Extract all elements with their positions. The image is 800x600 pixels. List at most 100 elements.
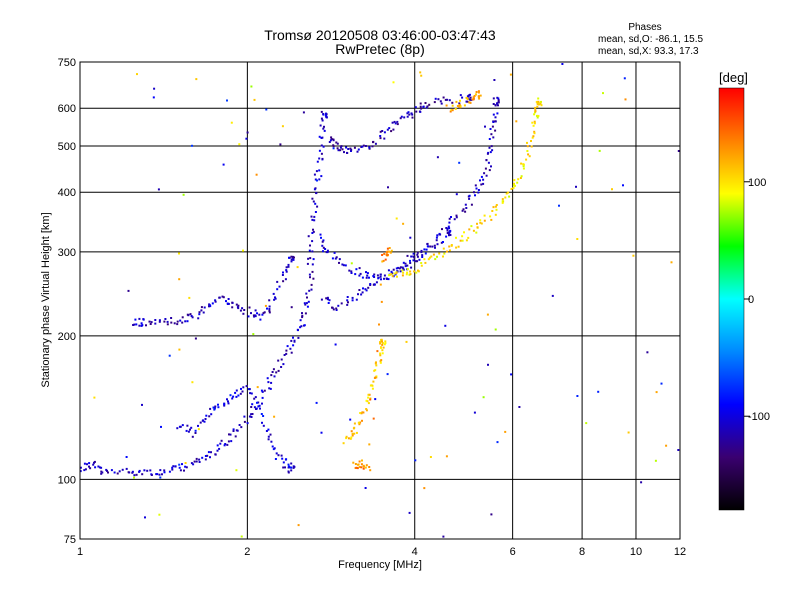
data-point xyxy=(430,255,433,258)
data-point xyxy=(318,149,321,152)
data-point xyxy=(451,104,454,107)
data-point xyxy=(419,102,422,105)
data-point xyxy=(391,121,394,124)
x-tick-label: 8 xyxy=(579,546,585,558)
data-point xyxy=(276,288,279,291)
noise-point xyxy=(575,185,577,188)
x-tick-label: 6 xyxy=(510,546,516,558)
data-point xyxy=(337,149,340,152)
data-point xyxy=(227,298,230,300)
data-point xyxy=(193,460,196,463)
data-point xyxy=(280,454,283,457)
noise-point xyxy=(576,238,579,240)
data-point xyxy=(262,424,265,427)
data-point xyxy=(341,148,344,151)
data-point xyxy=(442,241,444,243)
data-point xyxy=(293,256,295,259)
data-point xyxy=(348,269,351,272)
data-point xyxy=(218,296,221,299)
noise-point xyxy=(561,63,564,65)
data-point xyxy=(173,322,176,325)
noise-point xyxy=(670,261,673,264)
data-point xyxy=(324,248,327,250)
data-point xyxy=(185,466,188,469)
data-point xyxy=(345,437,348,440)
data-point xyxy=(354,463,357,465)
data-point xyxy=(365,271,367,274)
data-point xyxy=(263,389,266,392)
data-point xyxy=(448,99,451,102)
data-point xyxy=(491,125,494,128)
echo-points xyxy=(79,63,680,538)
data-point xyxy=(364,466,367,469)
data-point xyxy=(287,263,290,266)
data-point xyxy=(487,161,490,164)
data-point xyxy=(322,113,325,116)
data-point xyxy=(275,371,278,374)
data-point xyxy=(198,458,201,461)
data-point xyxy=(536,116,539,119)
noise-point xyxy=(316,179,318,182)
data-point xyxy=(379,360,382,363)
data-point xyxy=(530,145,533,148)
data-point xyxy=(351,432,354,435)
data-point xyxy=(331,257,334,260)
data-point xyxy=(347,148,350,150)
data-point xyxy=(494,116,497,119)
data-point xyxy=(434,258,437,261)
data-point xyxy=(540,104,543,107)
data-point xyxy=(535,100,538,103)
data-point xyxy=(433,101,436,104)
data-point xyxy=(419,105,422,108)
data-point xyxy=(267,438,270,441)
noise-point xyxy=(290,306,293,309)
data-point xyxy=(450,216,452,218)
data-point xyxy=(442,96,445,99)
data-point xyxy=(479,94,482,97)
data-point xyxy=(537,97,540,100)
data-point xyxy=(469,96,472,99)
data-point xyxy=(267,381,270,384)
data-point xyxy=(358,267,361,270)
data-point xyxy=(379,354,382,357)
data-point xyxy=(232,395,235,398)
data-point xyxy=(218,447,221,450)
data-point xyxy=(337,304,340,307)
data-point xyxy=(381,343,384,346)
data-point xyxy=(322,250,324,253)
data-point xyxy=(250,392,253,395)
data-point xyxy=(431,245,434,248)
data-point xyxy=(269,433,272,436)
data-point xyxy=(491,149,494,152)
data-point xyxy=(220,439,223,442)
colorbar-ticks: 100 0 -100 xyxy=(744,177,770,423)
noise-point xyxy=(296,266,299,269)
data-point xyxy=(464,210,467,213)
data-point xyxy=(380,346,382,349)
data-point xyxy=(449,234,452,236)
data-point xyxy=(223,403,226,406)
noise-point xyxy=(349,418,352,421)
data-point xyxy=(450,109,453,112)
data-point xyxy=(530,140,532,142)
data-point xyxy=(379,352,382,355)
data-point xyxy=(402,267,405,270)
data-point xyxy=(537,100,540,103)
data-point xyxy=(226,302,229,305)
noise-point xyxy=(246,131,249,134)
noise-point xyxy=(334,343,337,346)
data-point xyxy=(429,245,432,248)
data-point xyxy=(310,283,313,286)
data-point xyxy=(199,421,202,424)
data-point xyxy=(318,135,321,138)
data-point xyxy=(303,302,306,305)
data-point xyxy=(315,192,318,194)
x-tick-label: 10 xyxy=(630,546,642,558)
data-point xyxy=(399,266,402,269)
data-point xyxy=(325,297,328,300)
data-point xyxy=(273,375,276,378)
data-point xyxy=(272,292,275,295)
data-point xyxy=(372,275,375,278)
data-point xyxy=(445,104,448,107)
